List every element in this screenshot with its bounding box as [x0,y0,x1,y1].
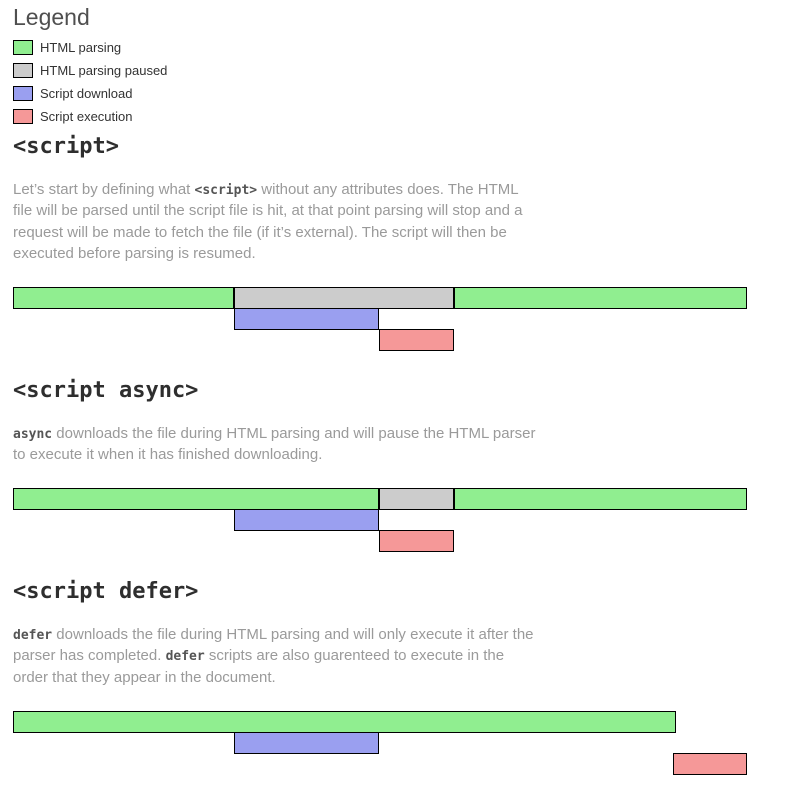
legend-item-html-parsing-paused: HTML parsing paused [13,63,773,79]
script-download-bar [233,308,380,331]
section-paragraph: Let’s start by defining what <script> wi… [13,179,541,264]
inline-code-script: <script> [194,182,258,198]
script-execution-swatch [13,109,33,125]
diagram-row [13,308,747,331]
html-parsing-paused-bar [233,287,455,310]
diagram-row [13,488,747,511]
legend-label: Script execution [40,109,133,125]
section-script-async: <script async> async downloads the file … [13,378,773,553]
diagram-row [13,731,747,754]
section-script: <script> Let’s start by defining what <s… [13,134,773,352]
html-parsing-bar [13,710,676,733]
legend-label: HTML parsing [40,40,122,56]
script-execution-bar [672,752,747,775]
script-execution-bar [379,530,455,553]
section-heading-script-async: <script async> [13,378,199,404]
diagram-row [13,530,747,553]
section-heading-script: <script> [13,134,119,160]
inline-code-async: async [13,426,53,442]
legend-item-script-download: Script download [13,86,773,102]
paragraph-text: downloads the file during HTML parsing a… [13,625,534,665]
paragraph-text: without any attributes does. The HTML fi… [13,180,523,262]
html-parsing-bar [13,488,380,511]
paragraph-text: downloads the file during HTML parsing a… [13,424,536,464]
html-parsing-bar [454,488,747,511]
html-parsing-swatch [13,40,33,56]
timeline-diagram-script [13,287,747,352]
paragraph-text: scripts are also guarenteed to execute i… [13,647,505,686]
legend-title: Legend [13,4,90,30]
legend-list: HTML parsing HTML parsing paused Script … [13,40,773,125]
html-parsing-bar [454,287,747,310]
script-download-bar [233,509,380,532]
legend-label: HTML parsing paused [40,63,168,79]
timeline-diagram-script-defer [13,710,747,775]
html-parsing-paused-bar [379,488,455,511]
diagram-row [13,710,747,733]
html-parsing-paused-swatch [13,63,33,79]
legend-item-script-execution: Script execution [13,109,773,125]
timeline-diagram-script-async [13,488,747,553]
script-download-bar [233,731,380,754]
section-paragraph: async downloads the file during HTML par… [13,423,541,466]
diagram-row [13,509,747,532]
script-execution-bar [379,329,455,352]
legend-item-html-parsing: HTML parsing [13,40,773,56]
inline-code-defer: defer [13,627,53,643]
inline-code-defer: defer [165,649,205,665]
html-parsing-bar [13,287,234,310]
diagram-row [13,752,747,775]
legend-section: Legend HTML parsing HTML parsing paused … [13,4,773,125]
section-script-defer: <script defer> defer downloads the file … [13,579,773,775]
section-paragraph: defer downloads the file during HTML par… [13,624,541,688]
script-download-swatch [13,86,33,102]
paragraph-text: Let’s start by defining what [13,180,195,198]
diagram-row [13,329,747,352]
legend-label: Script download [40,86,133,102]
diagram-row [13,287,747,310]
section-heading-script-defer: <script defer> [13,579,199,605]
